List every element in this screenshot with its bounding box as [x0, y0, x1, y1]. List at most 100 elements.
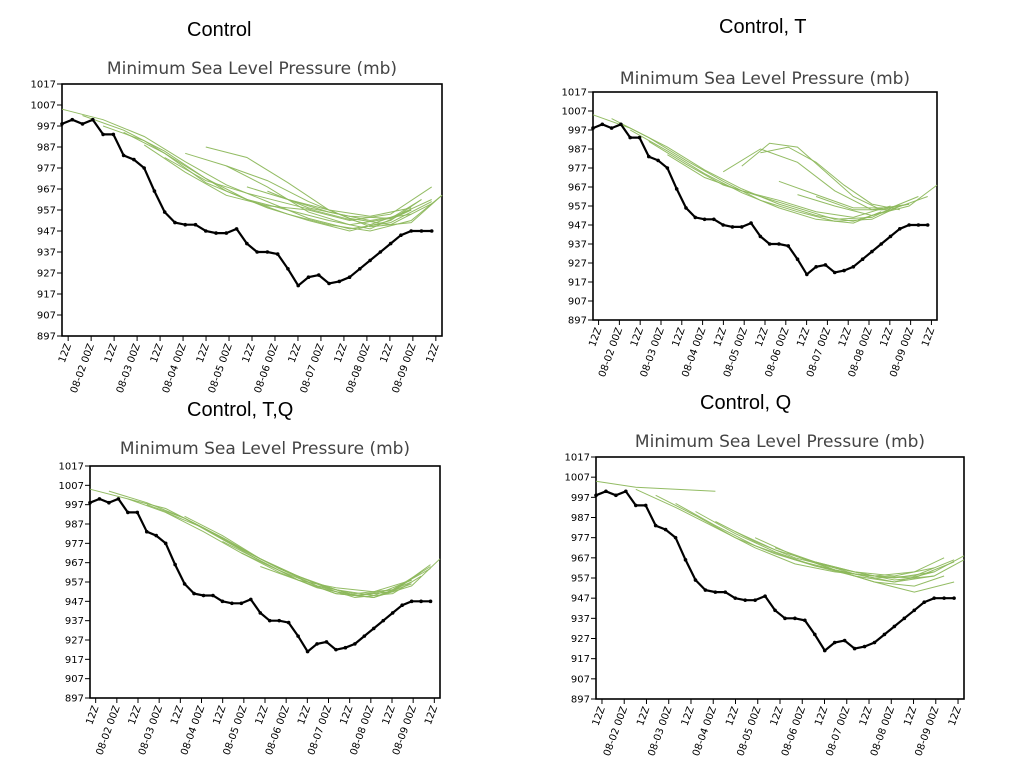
observed-point	[673, 535, 678, 540]
y-tick-label: 927	[37, 269, 56, 280]
x-tick-label: 12Z	[195, 342, 212, 364]
ensemble-line-10	[246, 186, 412, 217]
y-tick-label: 1017	[565, 453, 590, 464]
observed-point	[749, 221, 753, 225]
y-tick-label: 997	[568, 126, 587, 137]
observed-point	[683, 558, 688, 562]
observed-point	[684, 206, 688, 210]
observed-point	[653, 523, 658, 528]
x-tick-label: 12Z	[379, 342, 396, 364]
observed-point	[116, 497, 121, 501]
observed-point	[371, 626, 376, 631]
ensemble-line-11	[815, 196, 928, 211]
observed-point	[60, 122, 64, 126]
x-tick-label: 12Z	[333, 342, 350, 364]
ensemble-line-4	[146, 504, 412, 599]
observed-point	[860, 257, 865, 261]
observed-point	[832, 270, 837, 275]
chart-control-tq: Minimum Sea Level Pressure (mb) 1017 1007 9…	[59, 439, 441, 757]
y-tick-label: 1007	[562, 107, 587, 118]
x-tick-label: 08-07 00Z	[299, 342, 327, 395]
observed-point	[142, 166, 146, 170]
observed-point	[429, 229, 434, 233]
y-tick-label: 927	[65, 636, 84, 647]
observed-line	[595, 489, 955, 653]
observed-point	[912, 608, 917, 613]
observed-point	[922, 600, 927, 604]
observed-point	[286, 267, 290, 271]
observed-point	[942, 596, 946, 600]
y-tick-label: 937	[37, 248, 56, 259]
observed-point	[619, 122, 623, 127]
observed-point	[870, 249, 874, 254]
observed-point	[230, 601, 234, 606]
x-tick-label: 12Z	[103, 342, 120, 364]
y-tick-label: 1007	[565, 473, 590, 484]
observed-point	[723, 590, 728, 594]
y-tick-label: 937	[568, 240, 587, 251]
observed-point	[173, 220, 177, 225]
ensemble-line-10	[794, 555, 955, 593]
observed-point	[777, 242, 781, 246]
observed-point	[358, 267, 362, 271]
observed-point	[211, 593, 215, 598]
observed-point	[419, 229, 424, 233]
y-tick-label: 897	[37, 332, 56, 343]
observed-point	[409, 229, 413, 233]
chart-control-q: Minimum Sea Level Pressure (mb) 1017 1007 9…	[565, 432, 965, 758]
x-tick-label: 12Z	[149, 342, 166, 364]
y-tick-label: 957	[65, 578, 84, 589]
observed-point	[693, 578, 698, 582]
observed-point	[795, 257, 800, 261]
observed-point	[721, 223, 725, 227]
observed-point	[70, 117, 75, 122]
observed-point	[786, 244, 791, 248]
observed-point	[296, 283, 301, 288]
x-tick-label: 12Z	[680, 705, 697, 727]
x-tick-label: 12Z	[629, 326, 646, 348]
observed-point	[753, 598, 757, 602]
observed-point	[428, 599, 433, 604]
observed-point	[862, 644, 867, 649]
observed-point	[152, 189, 157, 193]
x-tick-label: 12Z	[795, 326, 812, 348]
x-tick-label: 12Z	[671, 326, 688, 348]
x-tick-label: 12Z	[338, 704, 355, 726]
observed-point	[267, 618, 272, 623]
ensemble-line-2	[635, 488, 945, 577]
chart-title: Minimum Sea Level Pressure (mb)	[620, 69, 910, 89]
x-tick-label: 12Z	[947, 705, 964, 727]
x-tick-label: 12Z	[241, 342, 258, 364]
panel-title-control: Control	[187, 19, 252, 41]
observed-point	[637, 135, 642, 140]
y-tick-label: 977	[37, 164, 56, 175]
observed-point	[183, 222, 188, 227]
y-tick-label: 977	[571, 533, 590, 544]
x-tick-label: 08-08 00Z	[345, 342, 373, 395]
x-tick-label: 08-03 00Z	[115, 342, 143, 395]
observed-point	[419, 599, 423, 604]
panel-title-control-t: Control, T	[719, 16, 807, 38]
x-tick-label: 12Z	[813, 705, 830, 727]
ensemble-line-12	[287, 199, 412, 222]
x-tick-label: 12Z	[712, 326, 729, 348]
observed-point	[144, 529, 149, 534]
observed-point	[390, 611, 395, 615]
observed-point	[135, 510, 140, 515]
y-tick-label: 917	[568, 278, 587, 289]
y-tick-label: 997	[37, 122, 56, 133]
observed-point	[663, 527, 668, 532]
x-tick-label: 12Z	[920, 326, 937, 348]
observed-line	[592, 122, 928, 277]
observed-point	[643, 503, 648, 508]
observed-point	[822, 648, 827, 653]
observed-point	[952, 596, 956, 600]
observed-point	[388, 241, 393, 246]
y-tick-label: 997	[65, 500, 84, 511]
ensemble-line-9	[774, 547, 935, 583]
observed-point	[767, 242, 772, 246]
observed-point	[305, 649, 310, 654]
observed-point	[888, 234, 893, 239]
observed-point	[337, 279, 342, 284]
x-tick-label: 08-09 00Z	[391, 342, 419, 395]
